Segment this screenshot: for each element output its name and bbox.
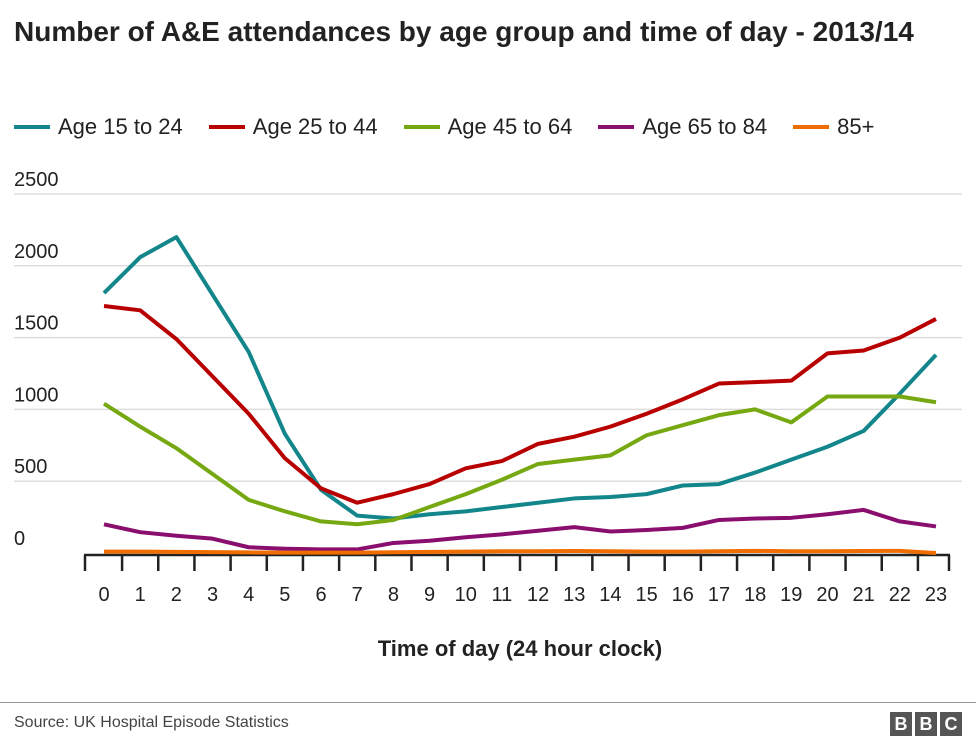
y-tick-label: 2000 — [14, 241, 59, 263]
x-tick-label: 14 — [599, 584, 621, 606]
x-axis-label: Time of day (24 hour clock) — [377, 636, 663, 661]
legend-item: Age 25 to 44 — [208, 114, 378, 140]
x-tick-label: 11 — [492, 584, 513, 606]
x-tick-label: 0 — [98, 584, 109, 606]
x-tick-label: 1 — [135, 584, 146, 606]
source-text: Source: UK Hospital Episode Statistics — [14, 714, 289, 731]
legend-label: Age 45 to 64 — [447, 114, 573, 139]
x-tick-label: 23 — [925, 584, 947, 606]
x-tick-label: 3 — [207, 584, 218, 606]
x-tick-label: 10 — [455, 584, 477, 606]
legend-item: Age 65 to 84 — [598, 114, 767, 140]
y-tick-label: 500 — [14, 456, 47, 478]
x-tick-label: 18 — [744, 584, 766, 606]
x-tick-label: 20 — [816, 584, 838, 606]
legend-label: Age 65 to 84 — [642, 114, 768, 139]
x-tick-label: 13 — [563, 584, 585, 606]
x-tick-label: 5 — [279, 584, 290, 606]
x-tick-label: 16 — [672, 584, 694, 606]
series-line-4 — [104, 548, 937, 555]
series-line-0 — [102, 235, 938, 521]
x-tick-label: 17 — [708, 584, 730, 606]
chart-title: Number of A&E attendances by age group a… — [14, 16, 914, 47]
footer-divider — [0, 702, 976, 703]
legend: Age 15 to 24 Age 25 to 44 Age 45 to 64 Age … — [14, 114, 900, 140]
series-line-3 — [103, 507, 937, 552]
x-tick-label: 9 — [424, 584, 435, 606]
y-tick-label: 2500 — [14, 169, 59, 191]
legend-item: 85+ — [793, 114, 874, 140]
legend-label: 85+ — [837, 114, 875, 139]
legend-swatch — [598, 125, 635, 129]
legend-label: Age 25 to 44 — [252, 114, 378, 139]
x-tick-label: 7 — [352, 584, 363, 606]
y-tick-label: 1500 — [14, 313, 59, 335]
series-line-1 — [103, 304, 937, 505]
y-tick-label: 0 — [14, 528, 25, 550]
legend-item: Age 15 to 24 — [14, 114, 183, 140]
x-tick-label: 12 — [527, 584, 549, 606]
x-tick-label: 22 — [889, 584, 911, 606]
legend-item: Age 45 to 64 — [403, 114, 573, 140]
legend-label: Age 15 to 24 — [58, 114, 183, 139]
legend-swatch — [14, 125, 50, 129]
series-line-2 — [102, 394, 937, 527]
legend-swatch — [208, 125, 245, 129]
x-tick-label: 6 — [315, 584, 326, 606]
x-tick-label: 19 — [780, 584, 802, 606]
legend-swatch — [403, 125, 440, 129]
y-tick-label: 1000 — [14, 384, 59, 406]
x-tick-label: 8 — [388, 584, 399, 606]
x-tick-label: 2 — [171, 584, 182, 606]
legend-swatch — [793, 125, 830, 129]
x-tick-label: 4 — [243, 584, 254, 606]
x-tick-label: 21 — [853, 584, 875, 606]
x-tick-label: 15 — [635, 584, 657, 606]
